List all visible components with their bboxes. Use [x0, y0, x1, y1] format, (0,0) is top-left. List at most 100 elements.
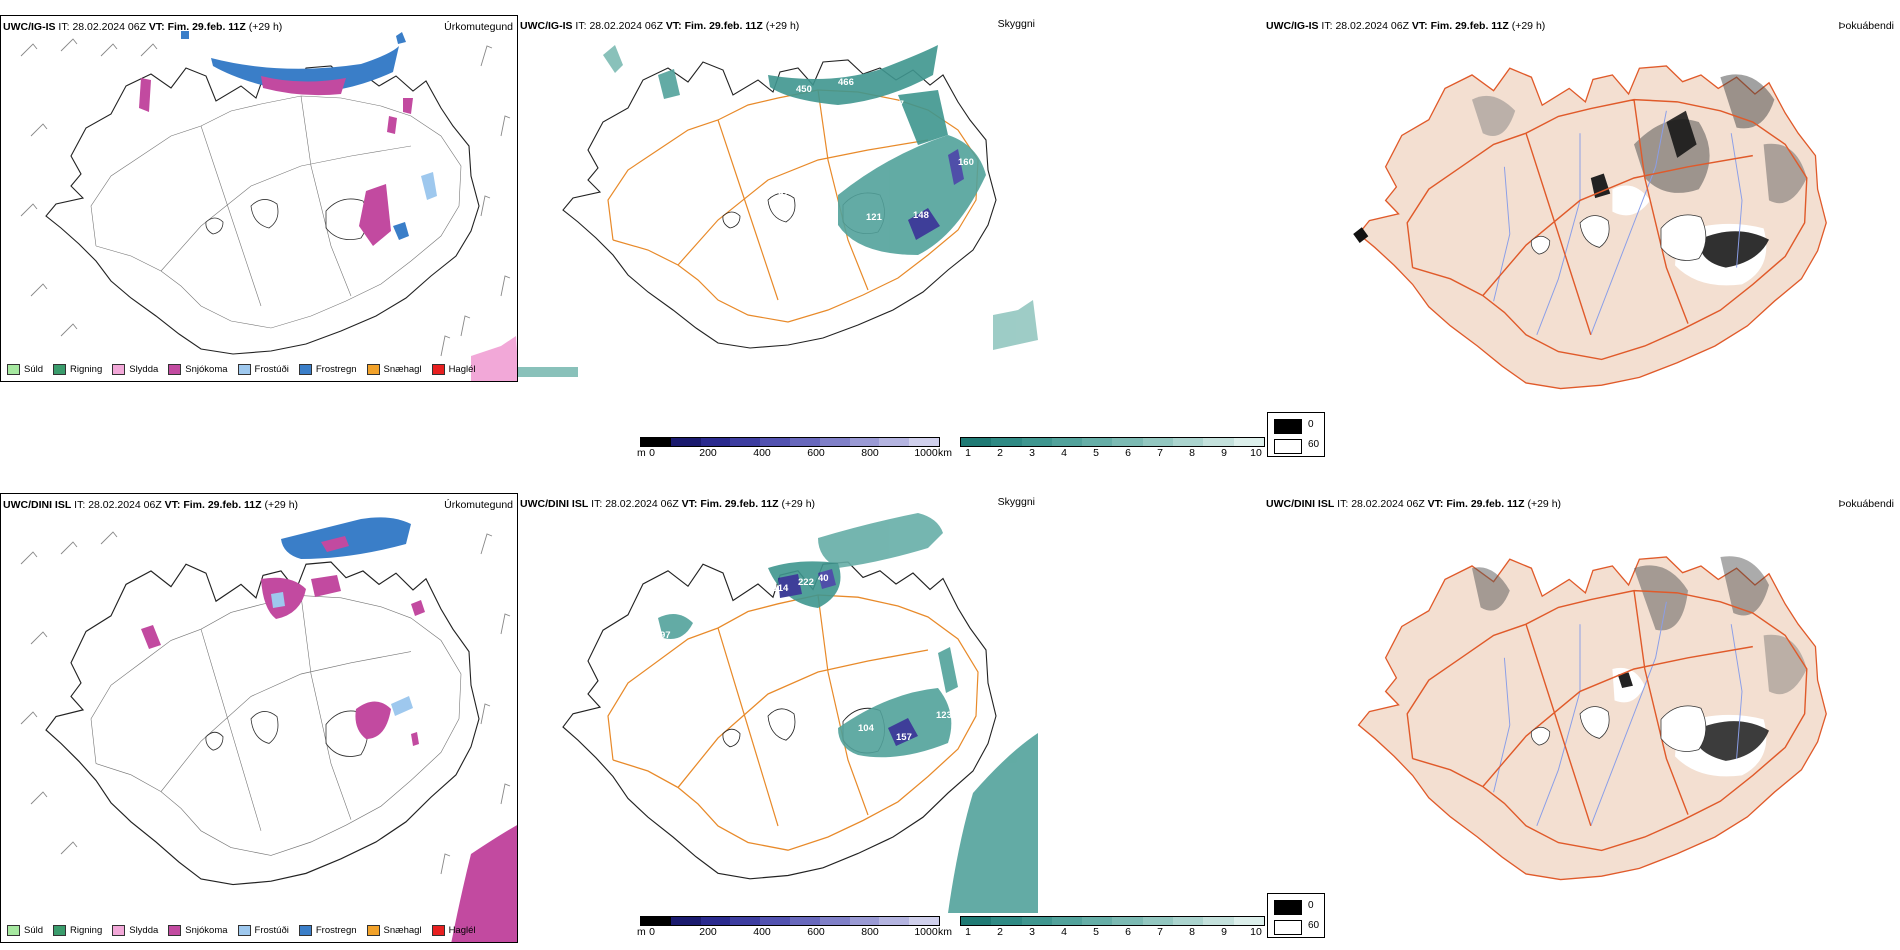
colorbar-segment — [1051, 438, 1083, 446]
tick-label: 1000 — [914, 926, 938, 938]
legend-swatch — [431, 925, 445, 936]
colorbar-segment — [789, 917, 820, 925]
tick-label: 400 — [753, 926, 771, 938]
legend-swatch — [298, 925, 312, 936]
panel-name: Þokuábendi — [1838, 20, 1894, 32]
colorbar-strip — [960, 916, 1265, 926]
legend-item-snaehagl: Snæhagl — [366, 364, 422, 375]
tick-label: 8 — [1189, 447, 1195, 459]
vis-label: 97 — [778, 189, 789, 200]
legend-swatch — [298, 364, 312, 375]
colorbar-segment — [1142, 438, 1174, 446]
legend-item-snaehagl: Snæhagl — [366, 925, 422, 936]
vis-label: 40 — [818, 573, 829, 584]
tick-label: 9 — [1221, 447, 1227, 459]
precip-type-map-dini — [20, 517, 517, 942]
tick-label: 5 — [1093, 447, 1099, 459]
legend-swatch — [366, 364, 380, 375]
colorbar-segment — [730, 917, 761, 925]
visibility-panel-igis: 450 466 187 160 148 121 97 UWC/IG-IS IT:… — [518, 15, 1038, 382]
tick-label: 3 — [1029, 926, 1035, 938]
visibility-labels: 114 222 40 97 107 104 157 123 — [660, 573, 952, 743]
tick-label: 6 — [1125, 447, 1131, 459]
fog-panel-igis: UWC/IG-IS IT: 28.02.2024 06Z VT: Fim. 29… — [1262, 15, 1900, 455]
legend-item-slydda: Slydda — [112, 364, 158, 375]
legend-item-slydda: Slydda — [112, 925, 158, 936]
panel-name: Úrkomutegund — [444, 499, 513, 511]
tick-label: 1000 — [914, 447, 938, 459]
tick-label: 10 — [1250, 447, 1262, 459]
colorbar-segment — [849, 917, 880, 925]
colorbar-segment — [1112, 917, 1143, 925]
legend-item-frostregn: Frostregn — [298, 364, 357, 375]
tick-label: 3 — [1029, 447, 1035, 459]
legend-item-rigning: Rigning — [53, 925, 102, 936]
fog-swatch-high — [1274, 900, 1302, 915]
legend-item-frostudi: Frostúði — [237, 364, 289, 375]
tick-label: 1 — [965, 447, 971, 459]
colorbar-segment — [1173, 438, 1204, 446]
vis-label: 187 — [888, 99, 904, 110]
vis-label: 123 — [936, 710, 952, 721]
colorbar-segment — [700, 438, 731, 446]
vis-label: 97 — [660, 630, 671, 641]
tick-label: 800 — [861, 447, 879, 459]
legend-swatch — [168, 925, 182, 936]
colorbar-segment — [1203, 438, 1234, 446]
visibility-map-igis: 450 466 187 160 148 121 97 — [518, 45, 1038, 377]
precip-legend: Súld Rigning Slydda Snjókoma Frostúði Fr… — [7, 364, 476, 375]
legend-item-haglel: Haglél — [431, 364, 476, 375]
colorbar-segment — [849, 438, 880, 446]
panel-title: UWC/IG-IS IT: 28.02.2024 06Z VT: Fim. 29… — [3, 21, 283, 33]
vis-label: 121 — [866, 212, 883, 223]
fog-legend: 0 60 — [1267, 412, 1325, 457]
wind-barbs — [20, 531, 511, 895]
colorbar-segment — [961, 917, 992, 925]
colorbar-segment — [1051, 917, 1083, 925]
vis-label: 148 — [913, 210, 929, 221]
vis-label: 160 — [958, 157, 974, 168]
colorbar-segment — [760, 438, 790, 446]
legend-swatch — [7, 925, 20, 936]
colorbar-segment — [700, 917, 731, 925]
legend-item-haglel: Haglél — [431, 925, 476, 936]
precip-legend: Súld Rigning Slydda Snjókoma Frostúði Fr… — [7, 925, 476, 936]
tick-label: 7 — [1157, 926, 1163, 938]
panel-title: UWC/DINI ISL IT: 28.02.2024 06Z VT: Fim.… — [520, 498, 816, 510]
visibility-colorbar-m: m 0 200 400 600 800 1000 — [637, 916, 940, 939]
colorbar-segment — [1233, 438, 1264, 446]
colorbar-strip — [640, 916, 940, 926]
visibility-map-dini: 114 222 40 97 107 104 157 123 — [562, 513, 1038, 913]
vis-label: 157 — [896, 732, 912, 743]
panel-name: Úrkomutegund — [444, 21, 513, 33]
tick-label: 2 — [997, 926, 1003, 938]
tick-label: 800 — [861, 926, 879, 938]
tick-label: 7 — [1157, 447, 1163, 459]
fog-swatch-low — [1274, 439, 1302, 454]
vis-label: 450 — [796, 84, 812, 95]
colorbar-segment — [879, 438, 910, 446]
tick-label: 5 — [1093, 926, 1099, 938]
colorbar-segment — [1082, 917, 1113, 925]
legend-swatch — [7, 364, 20, 375]
tick-label: 600 — [807, 926, 825, 938]
tick-label: 1 — [965, 926, 971, 938]
panel-name: Skyggni — [997, 18, 1035, 30]
colorbar-segment — [879, 917, 910, 925]
legend-item-frostregn: Frostregn — [298, 925, 357, 936]
panel-name: Þokuábendi — [1838, 498, 1894, 510]
visibility-labels: 450 466 187 160 148 121 97 — [778, 77, 974, 223]
colorbar-segment — [789, 438, 820, 446]
colorbar-segment — [760, 917, 790, 925]
colorbar-segment — [1233, 917, 1264, 925]
tick-label: 8 — [1189, 926, 1195, 938]
colorbar-segment — [641, 917, 671, 925]
tick-label: 600 — [807, 447, 825, 459]
panel-title: UWC/IG-IS IT: 28.02.2024 06Z VT: Fim. 29… — [520, 20, 800, 32]
legend-swatch — [168, 364, 182, 375]
visibility-areas — [658, 513, 1038, 913]
fog-swatch-high — [1274, 419, 1302, 434]
tick-label: 9 — [1221, 926, 1227, 938]
legend-swatch — [53, 925, 67, 936]
colorbar-segment — [670, 917, 701, 925]
